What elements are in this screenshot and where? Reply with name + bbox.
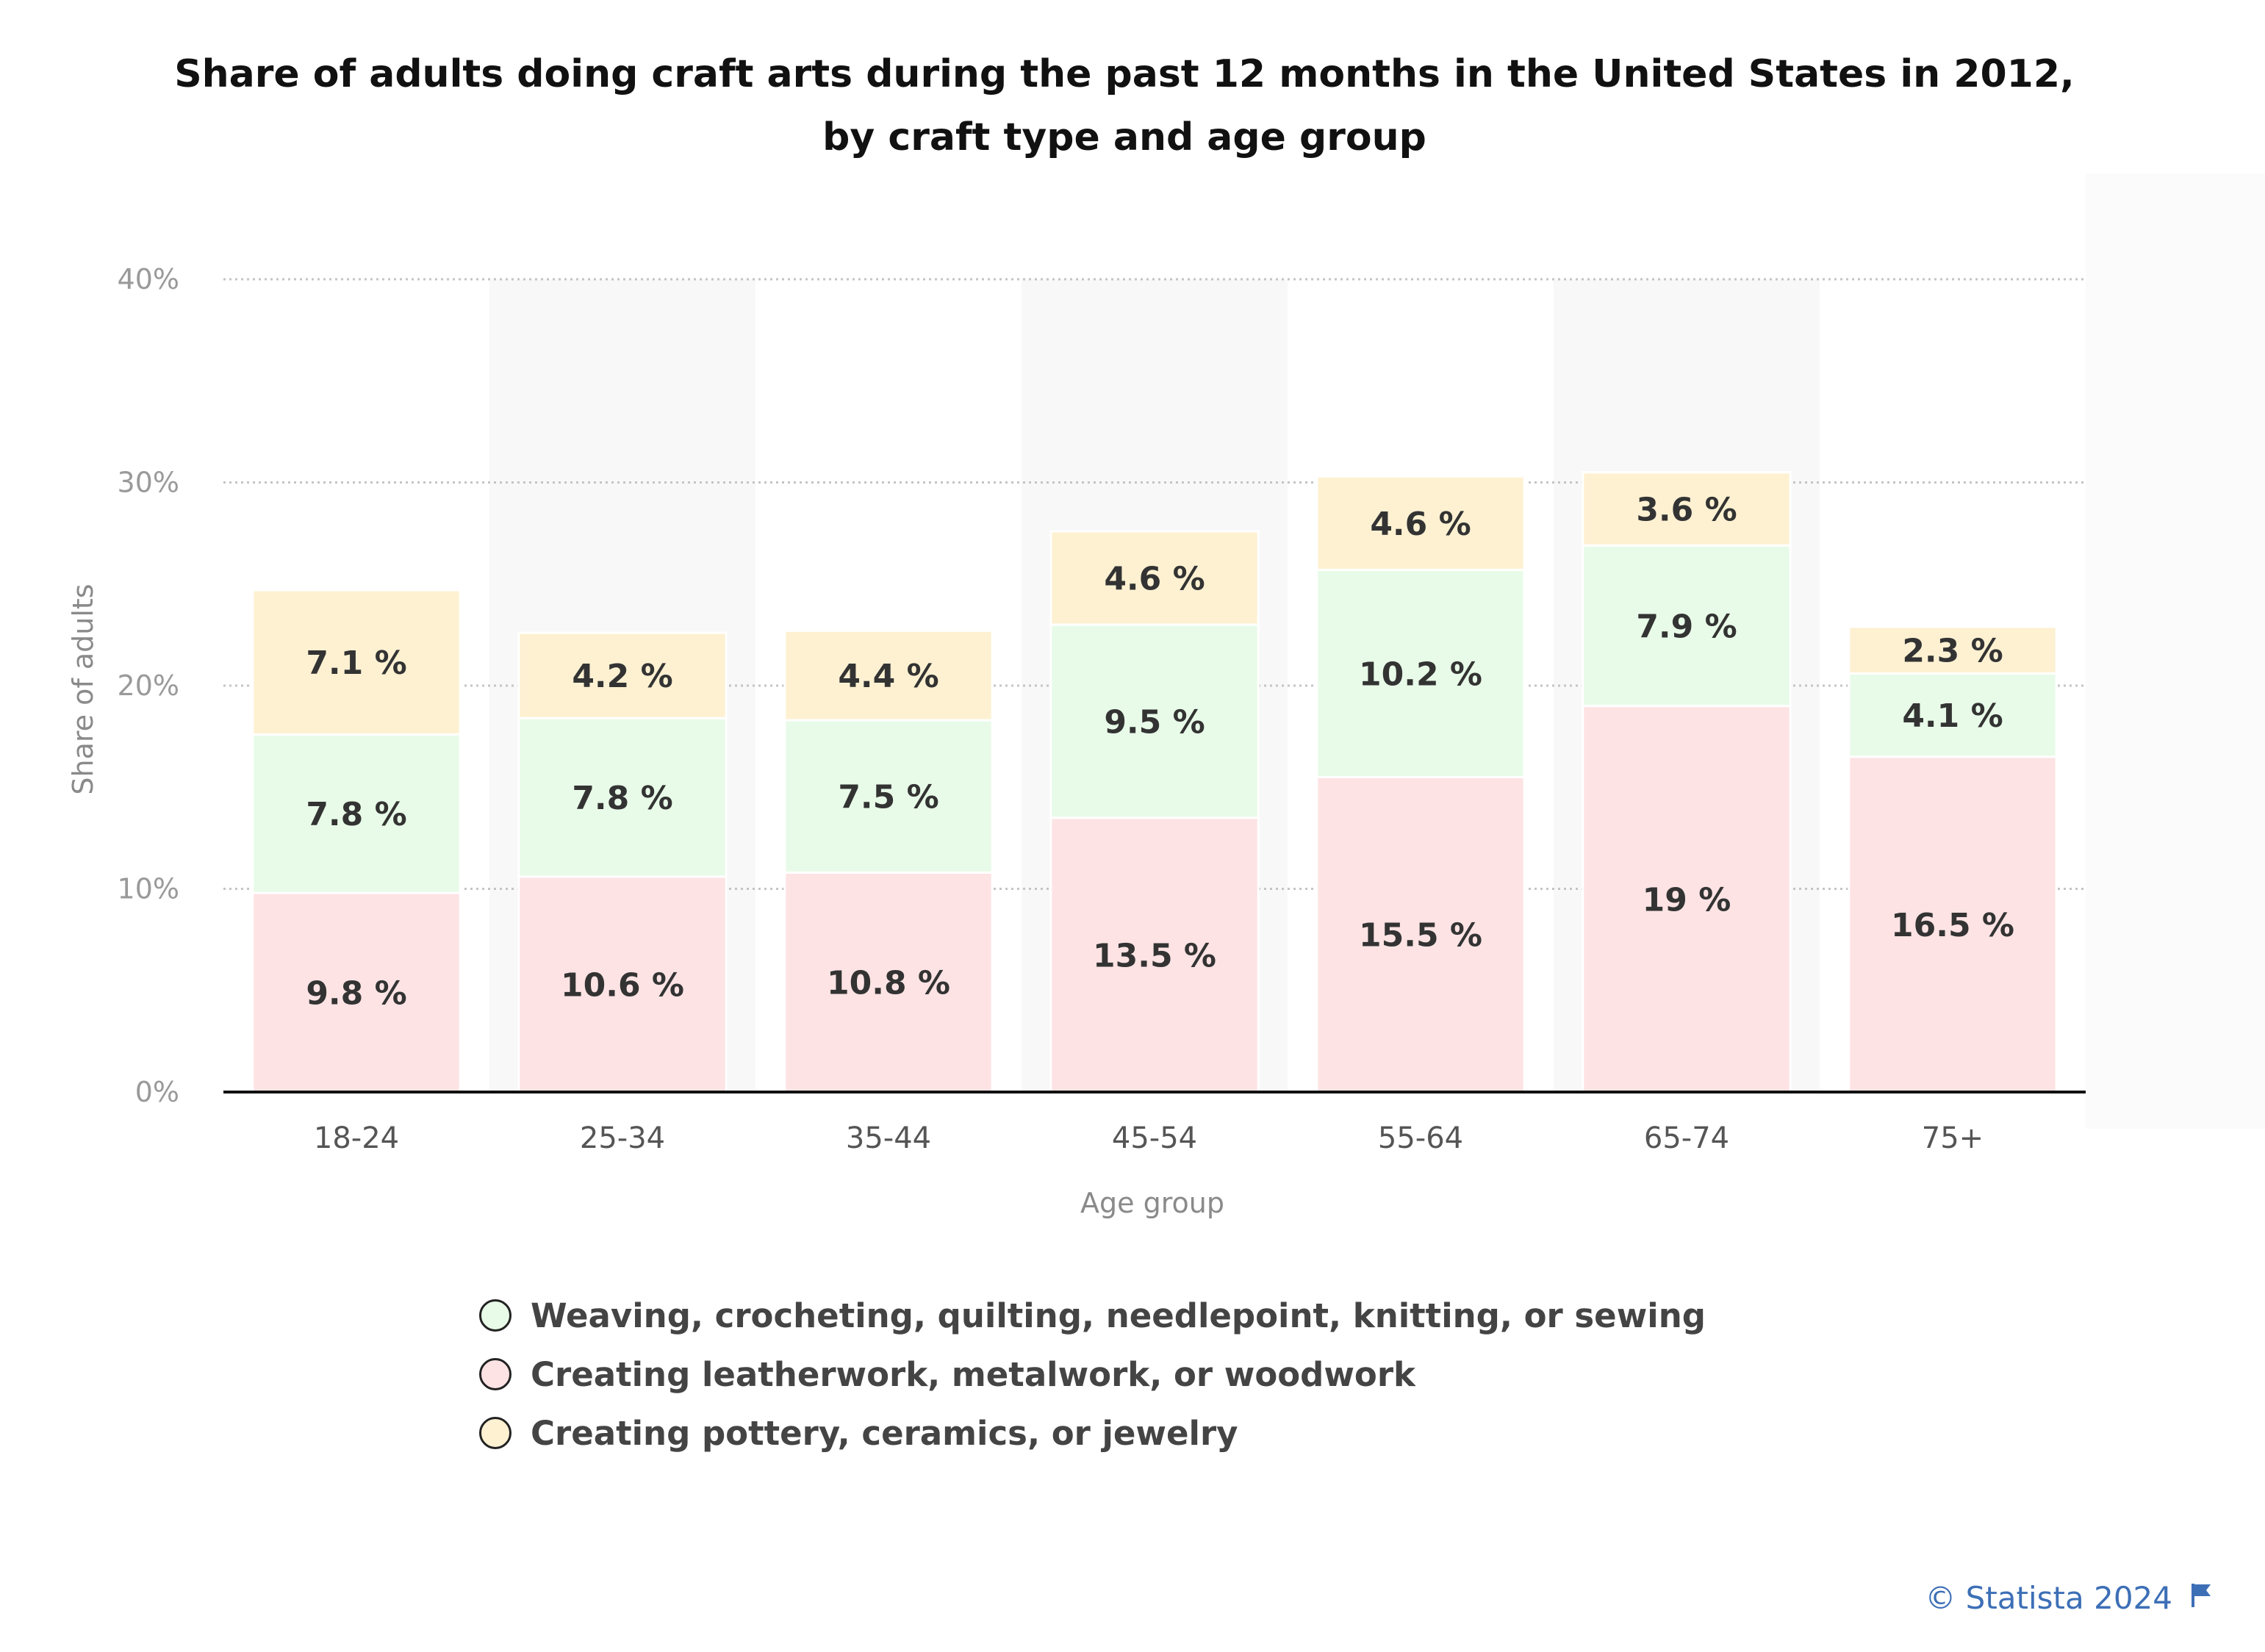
data-label: 10.6 % [561,966,684,1004]
data-label: 9.8 % [306,975,406,1013]
data-label: 7.8 % [306,796,406,833]
bar-segment [1049,530,1260,626]
legend-item[interactable]: Creating pottery, ceramics, or jewelry [479,1404,1706,1462]
data-label: 7.1 % [306,644,406,682]
data-label: 7.5 % [838,779,938,816]
data-label: 7.9 % [1636,608,1737,645]
bar-segment [1848,672,2058,758]
credit-text[interactable]: © Statista 2024 [1925,1580,2172,1616]
bar-segment [251,733,462,894]
y-tick-label: 30% [118,467,179,499]
x-tick-label: 35-44 [846,1121,931,1155]
data-label: 4.1 % [1902,697,2003,735]
bar-segment [1049,623,1260,819]
legend-swatch [479,1417,511,1449]
data-label: 4.2 % [572,658,672,695]
bar-segment [517,631,728,719]
data-label: 4.4 % [838,658,938,695]
x-tick-label: 25-34 [580,1121,665,1155]
data-label: 13.5 % [1093,937,1216,974]
y-tick-label: 40% [118,263,179,295]
x-tick-label: 45-54 [1112,1121,1197,1155]
statista-credit[interactable]: © Statista 2024 [1925,1580,2212,1616]
x-tick-label: 65-74 [1644,1121,1729,1155]
bar-segment [1848,755,2058,1093]
bar-segment [1582,544,1792,708]
data-label: 3.6 % [1636,491,1737,528]
x-tick-label: 18-24 [314,1121,399,1155]
bar-segment [1582,705,1792,1093]
data-label: 19 % [1643,881,1731,919]
x-tick-label: 75+ [1922,1121,1984,1155]
stacked-bar-chart: 9.8 % 7.8 % 7.1 % 10.6 % 7.8 % 4.2 % 10.8 % 7.5… [67,173,2265,1219]
bar-segment [1315,775,1526,1093]
y-tick-label: 0% [135,1076,179,1108]
data-label: 2.3 % [1902,633,2003,670]
data-label: 15.5 % [1359,917,1482,955]
data-label: 4.6 % [1104,560,1205,597]
data-label: 9.5 % [1104,703,1205,741]
bar-segment [783,719,994,874]
x-axis-title: Age group [1080,1187,1224,1219]
bar-segment [1315,568,1526,778]
bar-segment [783,871,994,1093]
y-tick-label: 10% [118,873,179,905]
legend-label: Weaving, crocheting, quilting, needlepoi… [531,1296,1706,1335]
legend-swatch [479,1358,511,1390]
legend-label: Creating pottery, ceramics, or jewelry [531,1413,1238,1453]
bar-segment [783,629,994,722]
legend-swatch [479,1299,511,1332]
legend-label: Creating leatherwork, metalwork, or wood… [531,1354,1415,1394]
y-axis-title: Share of adults [67,583,99,794]
axis-layer: 0% 10% 20% 30% 40% 18-24 25-34 35-44 45-54 55-64 6… [118,263,2086,1155]
y-tick-label: 20% [118,669,179,702]
data-label-layer: 9.8 % 7.8 % 7.1 % 10.6 % 7.8 % 4.2 % 10.8 % 7.5… [306,491,2014,1012]
bar-layer [251,471,2058,1093]
bar-segment [1848,625,2058,675]
bar-segment [1582,471,1792,547]
legend-item[interactable]: Weaving, crocheting, quilting, needlepoi… [479,1286,1706,1345]
bar-segment [251,589,462,736]
data-label: 10.8 % [827,965,950,1002]
right-panel [2086,173,2265,1129]
bar-segment [1315,475,1526,571]
legend: Weaving, crocheting, quilting, needlepoi… [479,1286,1706,1462]
data-label: 16.5 % [1891,907,2014,944]
flag-icon[interactable] [2190,1580,2212,1616]
legend-item[interactable]: Creating leatherwork, metalwork, or wood… [479,1345,1706,1404]
x-tick-label: 55-64 [1378,1121,1463,1155]
chart-title: Share of adults doing craft arts during … [174,52,2075,159]
bar-segment [251,891,462,1093]
data-label: 7.8 % [572,780,672,817]
bar-segment [517,717,728,878]
bar-segment [1049,816,1260,1093]
data-label: 10.2 % [1359,656,1482,693]
data-label: 4.6 % [1370,506,1471,543]
